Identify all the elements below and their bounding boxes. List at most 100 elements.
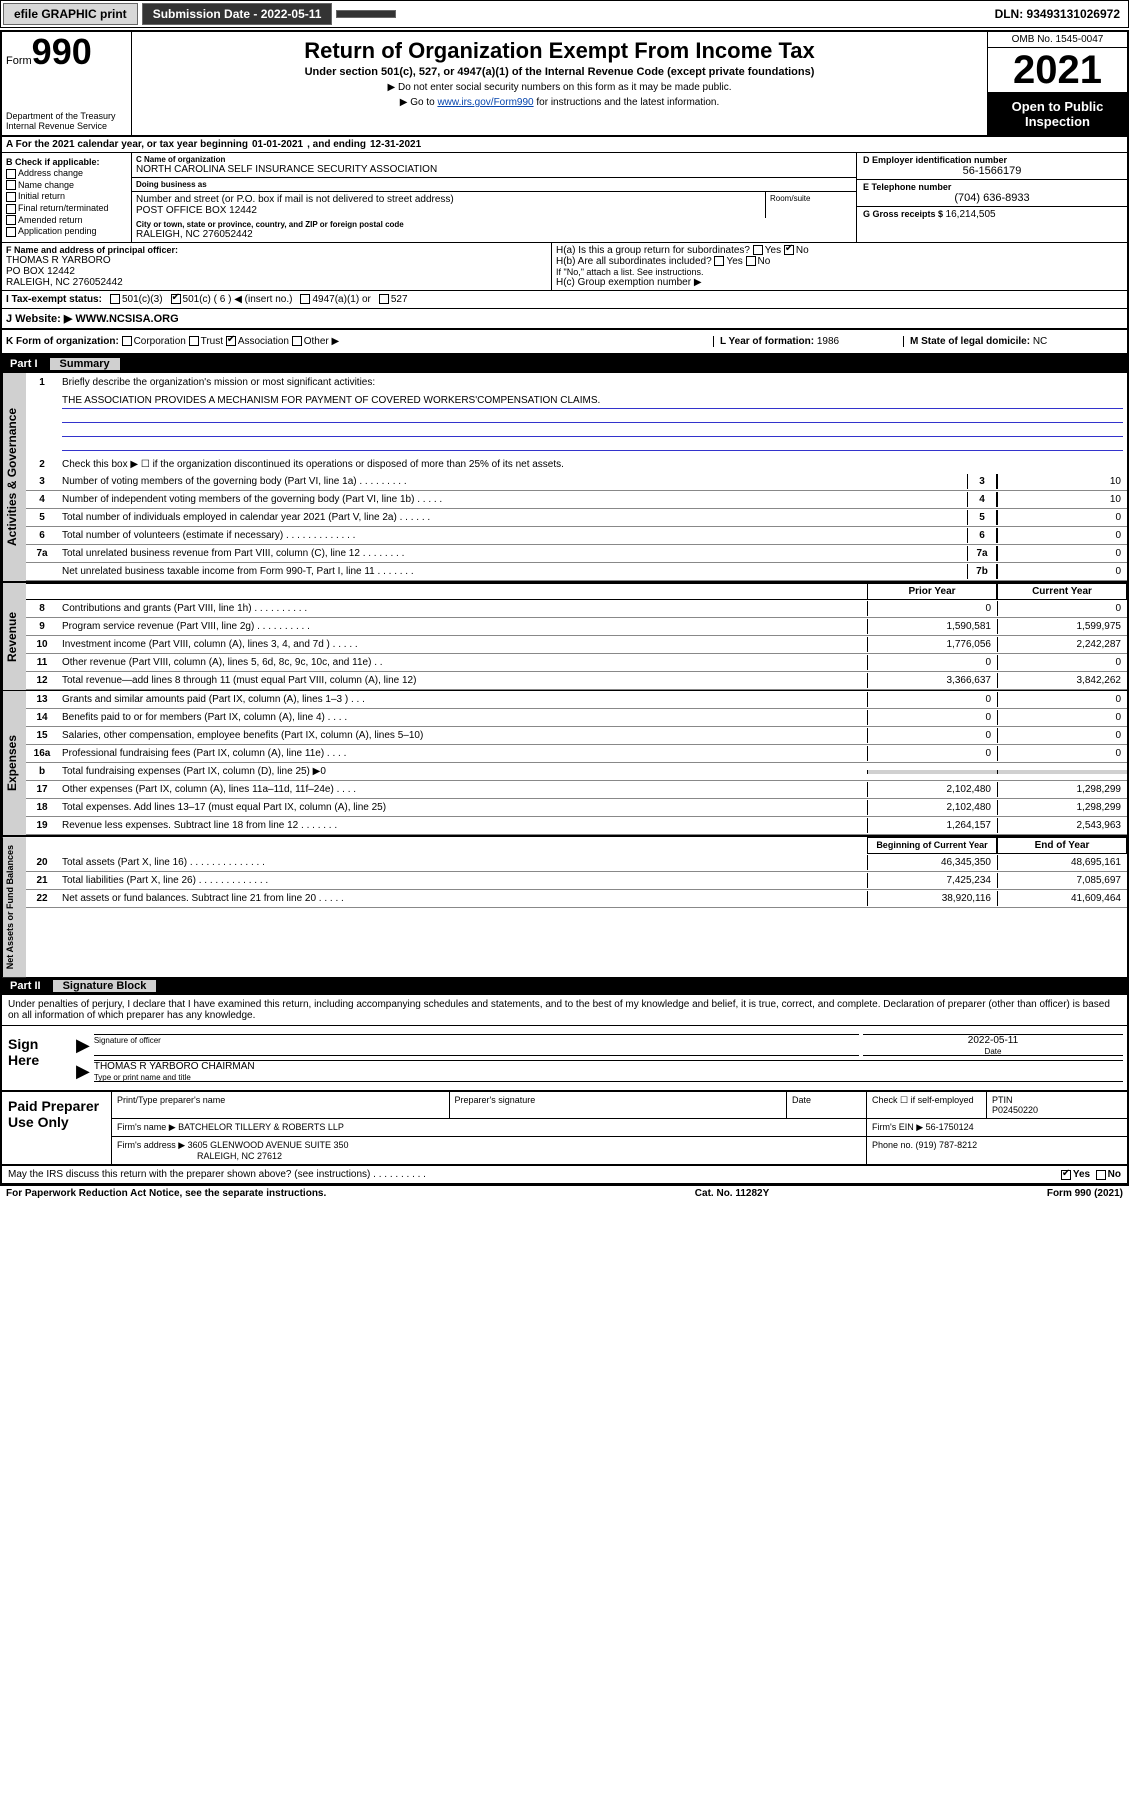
cb-527[interactable]: 527 <box>379 294 408 305</box>
lineb: bTotal fundraising expenses (Part IX, co… <box>26 763 1127 781</box>
officer-addr2: RALEIGH, NC 276052442 <box>6 277 547 288</box>
cb-app-pending[interactable]: Application pending <box>6 226 127 237</box>
part1-num: Part I <box>10 358 38 370</box>
note2-post: for instructions and the latest informat… <box>534 97 720 108</box>
line2-desc: Check this box ▶ ☐ if the organization d… <box>58 457 1127 472</box>
korg-state: M State of legal domicile: NC <box>903 336 1123 347</box>
part2-header: Part II Signature Block <box>2 977 1127 995</box>
hdr-curr: Current Year <box>997 583 1127 600</box>
officer-addr1: PO BOX 12442 <box>6 266 547 277</box>
submission-date-button[interactable]: Submission Date - 2022-05-11 <box>142 3 333 25</box>
sig-row1: ▶ Signature of officer 2022-05-11Date <box>76 1034 1123 1056</box>
vlabel-rev: Revenue <box>2 583 26 690</box>
cb-other[interactable] <box>292 336 302 346</box>
k-org-row: K Form of organization: Corporation Trus… <box>2 330 1127 355</box>
cb-address-change[interactable]: Address change <box>6 168 127 179</box>
web-label: J Website: ▶ <box>6 313 75 325</box>
cb-501c3[interactable]: 501(c)(3) <box>110 294 163 305</box>
rev-section: Revenue Prior Year Current Year 8Contrib… <box>2 581 1127 690</box>
officer-right: H(a) Is this a group return for subordin… <box>552 243 1127 290</box>
phone-row: E Telephone number (704) 636-8933 <box>857 180 1127 207</box>
discuss-yes-cb[interactable] <box>1061 1170 1071 1180</box>
ha-row: H(a) Is this a group return for subordin… <box>556 245 1123 256</box>
preparer-block: Paid Preparer Use Only Print/Type prepar… <box>2 1092 1127 1166</box>
line2: 2Check this box ▶ ☐ if the organization … <box>26 455 1127 473</box>
mission-text: THE ASSOCIATION PROVIDES A MECHANISM FOR… <box>62 395 1123 409</box>
note-link: ▶ Go to www.irs.gov/Form990 for instruct… <box>138 97 981 108</box>
hb-no-cb[interactable] <box>746 256 756 266</box>
footer-left: For Paperwork Reduction Act Notice, see … <box>6 1188 565 1199</box>
ha-yes-cb[interactable] <box>753 245 763 255</box>
col-b: B Check if applicable: Address change Na… <box>2 153 132 242</box>
prep-hdr-row: Print/Type preparer's name Preparer's si… <box>112 1092 1127 1119</box>
gross-label: G Gross receipts $ <box>863 209 946 219</box>
ein-label: D Employer identification number <box>863 155 1121 165</box>
blank-button[interactable] <box>336 10 396 18</box>
line1-desc: Briefly describe the organization's miss… <box>58 375 1127 390</box>
mission-block: THE ASSOCIATION PROVIDES A MECHANISM FOR… <box>26 391 1127 455</box>
open-public: Open to Public Inspection <box>988 93 1127 135</box>
irs-link[interactable]: www.irs.gov/Form990 <box>437 97 533 108</box>
korg-label: K Form of organization: <box>6 336 119 347</box>
discuss-yes: Yes <box>1073 1169 1090 1180</box>
row-a-label: A For the 2021 calendar year, or tax yea… <box>6 139 248 150</box>
cb-amended[interactable]: Amended return <box>6 215 127 226</box>
arrow-icon: ▶ <box>76 1035 90 1056</box>
prep-h3: Date <box>787 1092 867 1118</box>
part1-header: Part I Summary <box>2 355 1127 373</box>
officer-sig-line[interactable]: Signature of officer <box>94 1034 859 1056</box>
year-end: 12-31-2021 <box>370 139 421 150</box>
website-row: J Website: ▶ WWW.NCSISA.ORG <box>2 309 1127 330</box>
cb-name-change[interactable]: Name change <box>6 180 127 191</box>
hb-row: H(b) Are all subordinates included? Yes … <box>556 256 1123 267</box>
line19: 19Revenue less expenses. Subtract line 1… <box>26 817 1127 835</box>
officer-label: F Name and address of principal officer: <box>6 245 547 255</box>
part2-num: Part II <box>10 980 41 992</box>
discuss-no-cb[interactable] <box>1096 1170 1106 1180</box>
room-suite: Room/suite <box>766 192 856 218</box>
prep-h5: PTINP02450220 <box>987 1092 1127 1118</box>
gov-section: Activities & Governance 1Briefly describ… <box>2 373 1127 581</box>
line11: 11Other revenue (Part VIII, column (A), … <box>26 654 1127 672</box>
entity-grid: B Check if applicable: Address change Na… <box>2 153 1127 243</box>
firm-name: Firm's name ▶ BATCHELOR TILLERY & ROBERT… <box>112 1119 867 1136</box>
vlabel-gov: Activities & Governance <box>2 373 26 581</box>
name-title-line: THOMAS R YARBORO CHAIRMAN Type or print … <box>94 1060 1123 1082</box>
col-c: C Name of organization NORTH CAROLINA SE… <box>132 153 857 242</box>
footer-mid: Cat. No. 11282Y <box>565 1188 900 1199</box>
line7a: 7aTotal unrelated business revenue from … <box>26 545 1127 563</box>
ha-no-cb[interactable] <box>784 245 794 255</box>
hc-row: H(c) Group exemption number ▶ <box>556 277 1123 288</box>
row-a-mid: , and ending <box>307 139 366 150</box>
cb-final-return[interactable]: Final return/terminated <box>6 203 127 214</box>
cb-501c[interactable]: 501(c) ( 6 ) ◀ (insert no.) <box>171 294 293 305</box>
line14: 14Benefits paid to or for members (Part … <box>26 709 1127 727</box>
phone-label: E Telephone number <box>863 182 1121 192</box>
hdr-prior: Prior Year <box>867 583 997 600</box>
gross-row: G Gross receipts $ 16,214,505 <box>857 207 1127 222</box>
cb-initial-return[interactable]: Initial return <box>6 191 127 202</box>
line9: 9Program service revenue (Part VIII, lin… <box>26 618 1127 636</box>
line4: 4Number of independent voting members of… <box>26 491 1127 509</box>
city-label: City or town, state or province, country… <box>136 220 852 229</box>
cb-4947[interactable]: 4947(a)(1) or <box>300 294 370 305</box>
org-name-row: C Name of organization NORTH CAROLINA SE… <box>132 153 856 178</box>
efile-print-button[interactable]: efile GRAPHIC print <box>3 3 138 25</box>
cb-trust[interactable] <box>189 336 199 346</box>
gross-value: 16,214,505 <box>946 209 996 220</box>
line10: 10Investment income (Part VIII, column (… <box>26 636 1127 654</box>
cb-assoc[interactable] <box>226 336 236 346</box>
omb-number: OMB No. 1545-0047 <box>988 32 1127 48</box>
form-num: 990 <box>32 31 92 72</box>
hb-yes-cb[interactable] <box>714 256 724 266</box>
vlabel-net: Net Assets or Fund Balances <box>2 837 26 977</box>
rev-col-hdr: Prior Year Current Year <box>26 583 1127 600</box>
note2-pre: ▶ Go to <box>400 97 438 108</box>
cb-corp[interactable] <box>122 336 132 346</box>
firm-ein: Firm's EIN ▶ 56-1750124 <box>867 1119 1127 1136</box>
year-begin: 01-01-2021 <box>252 139 303 150</box>
part1-title: Summary <box>50 358 120 370</box>
footer-right: Form 990 (2021) <box>900 1188 1123 1199</box>
ein-value: 56-1566179 <box>863 165 1121 177</box>
sign-here: Sign Here <box>2 1026 72 1090</box>
